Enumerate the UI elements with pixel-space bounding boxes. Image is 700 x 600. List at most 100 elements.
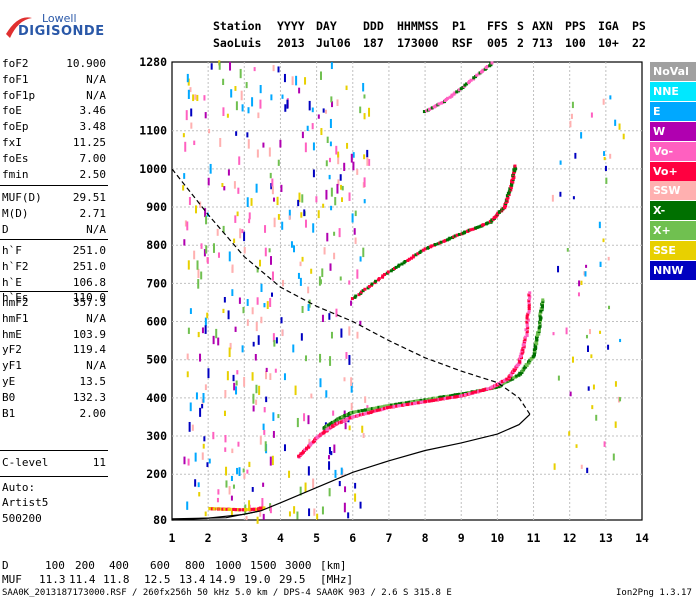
- echo-point: [352, 161, 355, 171]
- x-trace-point: [381, 405, 385, 409]
- o-trace-point: [454, 395, 458, 399]
- param-separator: [0, 239, 108, 240]
- echo-point: [248, 212, 251, 220]
- multihop-trace-point: [363, 287, 367, 291]
- echo-point: [350, 377, 353, 386]
- echo-point: [193, 250, 196, 260]
- o-trace-point: [342, 418, 346, 422]
- x-trace-point: [442, 395, 446, 399]
- echo-point: [330, 62, 333, 70]
- multihop-trace-point: [407, 257, 411, 261]
- echo-point: [298, 192, 301, 203]
- muf-distance-label: D: [2, 559, 9, 572]
- o-trace-point: [421, 400, 425, 404]
- x-trace-point: [447, 394, 451, 398]
- echo-point: [351, 213, 354, 223]
- echo-point: [216, 228, 219, 236]
- echo-point: [228, 486, 231, 495]
- o-trace-point: [307, 444, 311, 448]
- echo-point: [336, 99, 339, 107]
- echo-point: [239, 228, 242, 239]
- echo-point: [622, 133, 625, 140]
- third-hop-trace-point: [465, 82, 469, 86]
- header-row2-cell: 187: [363, 36, 384, 50]
- echo-point: [252, 393, 255, 404]
- o-trace-point: [527, 308, 531, 312]
- x-trace-point: [535, 331, 539, 335]
- third-hop-trace-point: [459, 87, 463, 91]
- x-trace-point: [444, 394, 448, 398]
- multihop-trace-point: [423, 247, 427, 251]
- o-trace-point: [357, 413, 361, 417]
- x-tick-label: 5: [313, 531, 320, 545]
- echo-point: [242, 306, 245, 314]
- echo-point: [199, 201, 202, 208]
- third-hop-trace-point: [437, 102, 441, 106]
- echo-point: [303, 209, 306, 217]
- echo-point: [363, 199, 366, 204]
- legend-item-nne: NNE: [650, 81, 696, 101]
- o-trace-point: [317, 434, 321, 438]
- echo-point: [294, 385, 297, 396]
- echo-point: [185, 110, 188, 121]
- echo-point: [296, 417, 299, 428]
- param-value: N/A: [86, 359, 106, 373]
- header-row1-cell: S: [517, 19, 524, 33]
- param-separator: [0, 450, 108, 451]
- x-trace-point: [518, 371, 522, 375]
- header-row2-cell: 713: [532, 36, 553, 50]
- o-trace-point: [528, 295, 532, 299]
- x-trace-point: [456, 392, 460, 396]
- echo-point: [256, 297, 259, 305]
- echo-point: [359, 320, 362, 325]
- third-hop-trace-point: [425, 109, 429, 113]
- x-trace-point: [366, 407, 370, 411]
- echo-point: [568, 431, 571, 436]
- header-row2-cell: 10+: [598, 36, 619, 50]
- echo-point: [276, 196, 279, 206]
- multihop-trace-point: [412, 254, 416, 258]
- echo-point: [199, 353, 202, 362]
- o-trace-point: [482, 388, 486, 392]
- echo-point: [363, 154, 366, 160]
- echo-point: [591, 405, 594, 410]
- param-value: 103.9: [72, 327, 106, 341]
- muf-value: 11.8: [103, 573, 130, 586]
- echo-point: [204, 112, 207, 119]
- multihop-trace-point: [477, 225, 481, 229]
- echo-point: [569, 120, 572, 128]
- logo-top-text: Lowell: [42, 12, 77, 25]
- third-hop-trace-point: [457, 88, 461, 92]
- o-trace-point: [449, 396, 453, 400]
- x-trace-point: [377, 405, 381, 409]
- e-trace-point: [234, 508, 238, 512]
- x-tick-label: 11: [527, 531, 541, 545]
- x-tick-label: 12: [563, 531, 577, 545]
- echo-point: [557, 375, 560, 381]
- echo-point: [603, 156, 606, 161]
- param-value: 251.0: [72, 244, 106, 257]
- echo-point: [569, 391, 572, 397]
- x-tick-label: 10: [490, 531, 504, 545]
- echo-point: [251, 372, 254, 381]
- echo-point: [283, 444, 286, 452]
- muf-value: 14.9: [209, 573, 236, 586]
- echo-point: [337, 154, 340, 165]
- x-trace-point: [448, 394, 452, 398]
- echo-point: [303, 413, 306, 422]
- echo-point: [219, 137, 222, 147]
- multihop-trace-point: [359, 290, 363, 294]
- echo-point: [218, 62, 221, 70]
- echo-point: [251, 487, 254, 492]
- echo-point: [319, 353, 322, 363]
- echo-point: [273, 340, 276, 347]
- echo-point: [194, 479, 197, 487]
- echo-point: [236, 467, 239, 475]
- o-trace-point: [527, 293, 531, 297]
- o-trace-point: [525, 324, 529, 328]
- param-separator: [0, 291, 108, 292]
- echo-point: [223, 410, 226, 417]
- o-trace-point: [331, 424, 335, 428]
- echo-point: [571, 101, 574, 109]
- echo-point: [217, 252, 220, 258]
